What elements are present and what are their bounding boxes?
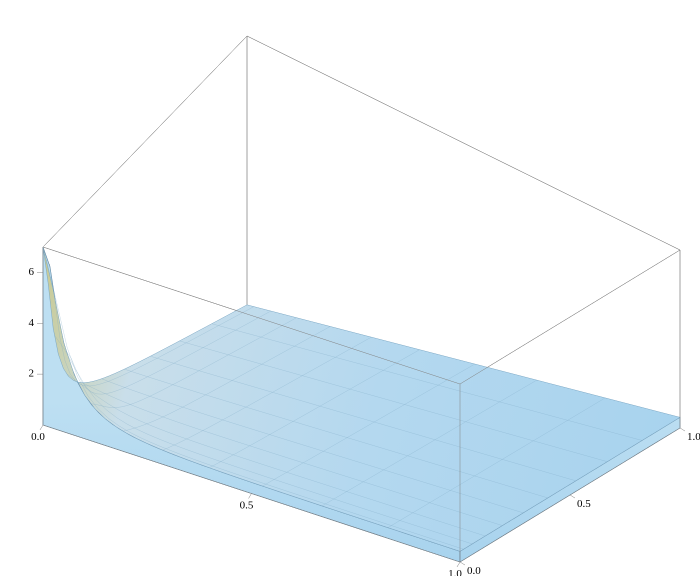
plot3d-surface: 0.0 0.5 1.0 0.0 0.5 1.0 2 4 6 xyxy=(0,0,700,576)
tick-label: 1.0 xyxy=(448,568,462,576)
tick-label: 0.0 xyxy=(31,431,45,443)
tick-label: 0.5 xyxy=(240,500,254,512)
tick-label: 0.5 xyxy=(577,498,591,510)
tick-label: 1.0 xyxy=(687,431,700,443)
tick-label: 6 xyxy=(29,266,35,278)
tick-label: 0.0 xyxy=(467,565,481,576)
tick-label: 4 xyxy=(29,317,35,329)
tick-label: 2 xyxy=(29,368,35,380)
